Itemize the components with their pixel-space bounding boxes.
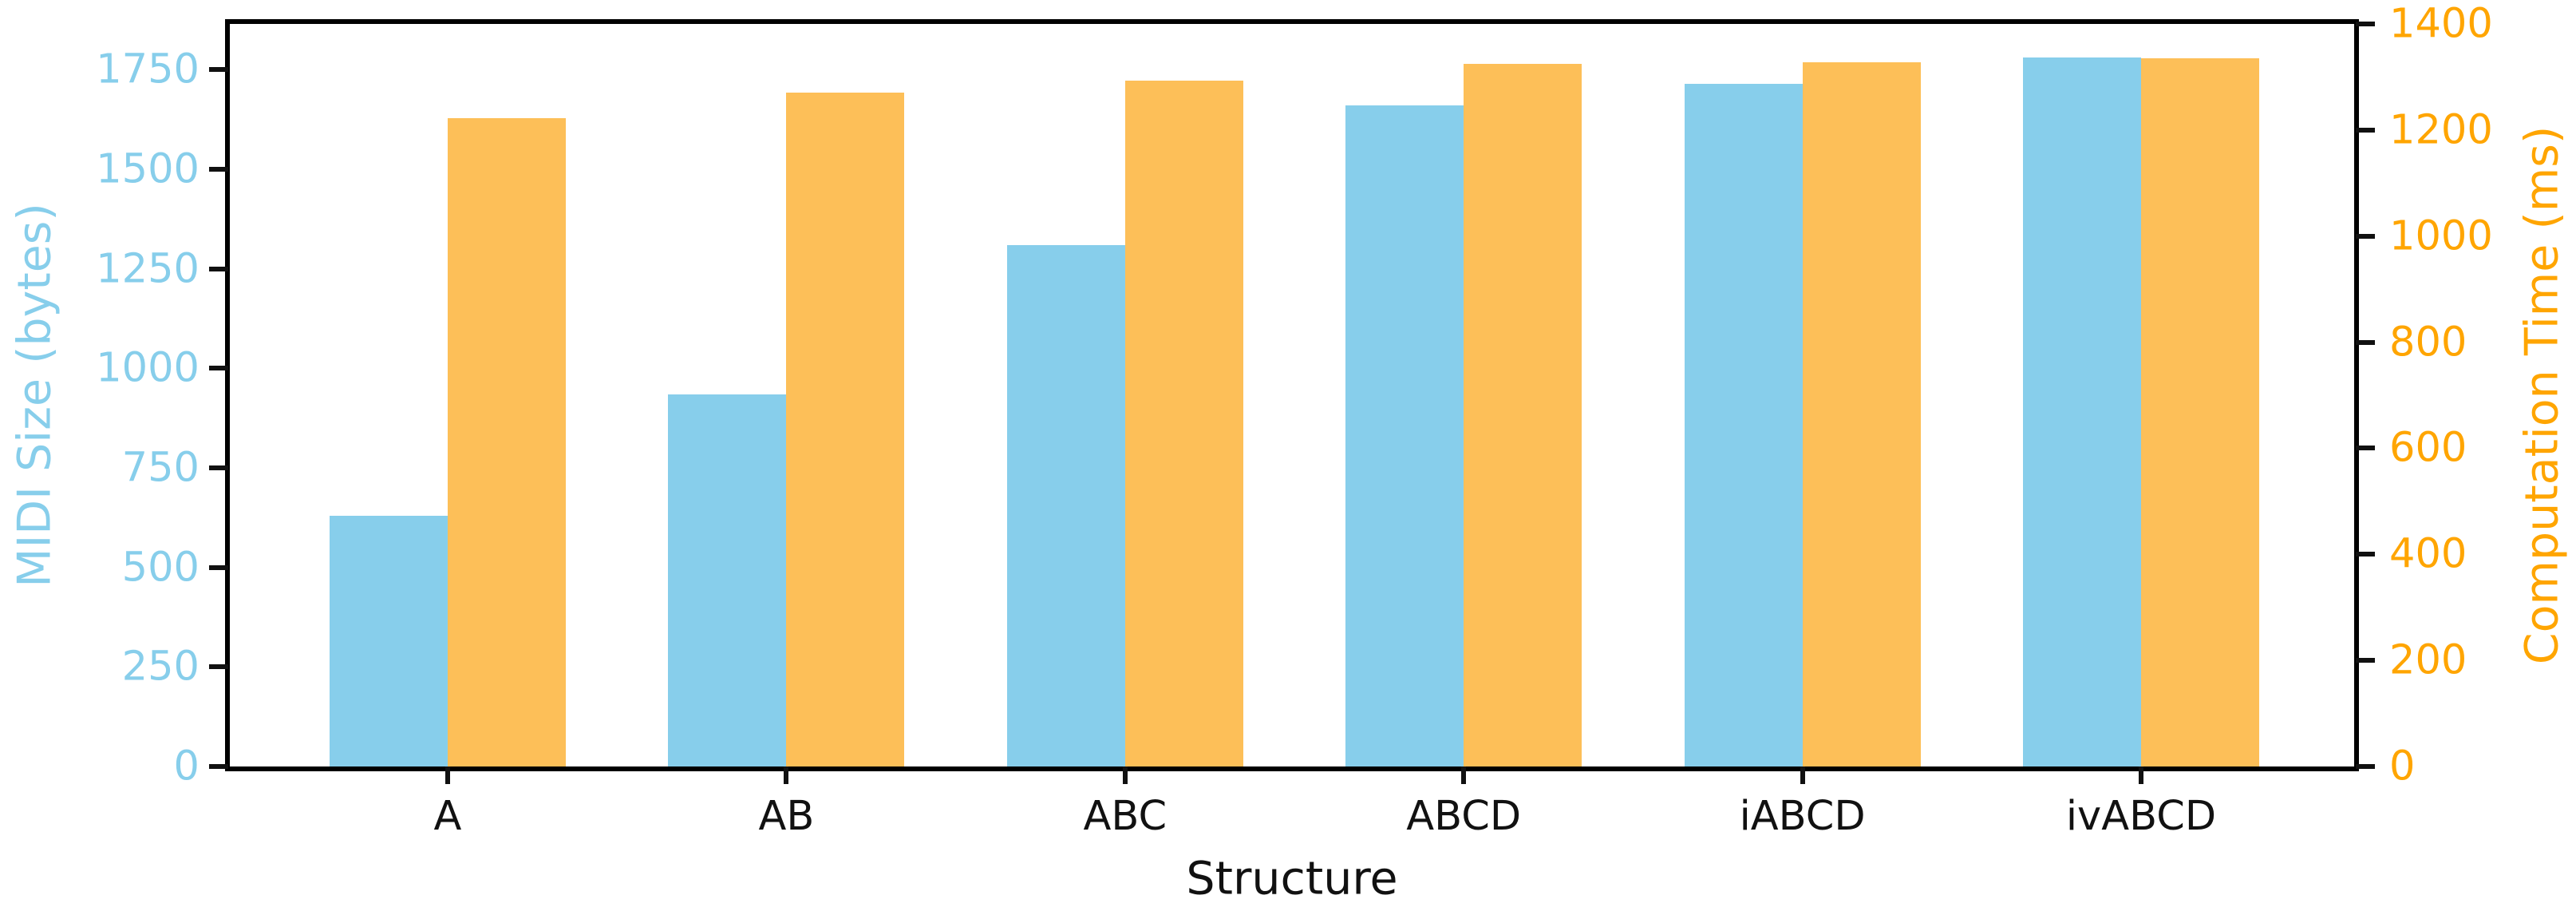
right-tick-label: 1000 xyxy=(2389,212,2493,260)
right-tick-label: 1200 xyxy=(2389,106,2493,154)
midi-size-bar-ABC xyxy=(1006,244,1125,766)
left-tick-label: 0 xyxy=(173,743,200,790)
left-tick-label: 750 xyxy=(121,444,200,492)
right-tick-mark xyxy=(2356,22,2375,26)
x-tick-label-AB: AB xyxy=(758,793,815,840)
x-tick-label-iABCD: iABCD xyxy=(1739,793,1866,840)
left-tick-label: 1250 xyxy=(96,245,200,293)
right-tick-mark xyxy=(2356,764,2375,769)
right-axis-title: Computation Time (ms) xyxy=(2515,125,2569,665)
right-tick-label: 1400 xyxy=(2389,0,2493,48)
midi-size-bar-AB xyxy=(668,394,787,766)
computation-time-bar-ivABCD xyxy=(2141,58,2259,766)
x-tick-label-ABCD: ABCD xyxy=(1406,793,1522,840)
right-tick-mark xyxy=(2356,552,2375,557)
x-tick-mark xyxy=(1800,766,1805,784)
left-tick-label: 500 xyxy=(121,544,200,592)
left-tick-label: 250 xyxy=(121,643,200,691)
right-tick-label: 800 xyxy=(2389,319,2467,366)
midi-size-bar-ivABCD xyxy=(2023,57,2141,766)
left-tick-mark xyxy=(209,266,228,271)
computation-time-bar-A xyxy=(448,117,566,766)
left-tick-mark xyxy=(209,465,228,470)
x-tick-mark xyxy=(784,766,789,784)
midi-size-bar-A xyxy=(330,515,448,766)
midi-size-bar-ABCD xyxy=(1345,105,1464,766)
left-tick-mark xyxy=(209,764,228,769)
left-tick-mark xyxy=(209,67,228,73)
left-tick-mark xyxy=(209,664,228,670)
left-tick-mark xyxy=(209,366,228,371)
right-tick-mark xyxy=(2356,339,2375,345)
left-tick-label: 1500 xyxy=(96,145,200,193)
computation-time-bar-ABCD xyxy=(1464,63,1582,766)
computation-time-bar-AB xyxy=(786,93,905,766)
x-tick-mark xyxy=(1461,766,1467,784)
right-tick-mark xyxy=(2356,233,2375,239)
midi-size-bar-iABCD xyxy=(1684,83,1803,766)
plot-area xyxy=(230,24,2354,766)
right-tick-label: 400 xyxy=(2389,530,2467,578)
computation-time-bar-ABC xyxy=(1124,81,1243,766)
x-tick-label-A: A xyxy=(433,793,462,840)
x-axis-title: Structure xyxy=(1186,852,1398,905)
right-tick-mark xyxy=(2356,658,2375,663)
x-tick-mark xyxy=(2139,766,2143,784)
right-tick-mark xyxy=(2356,127,2375,133)
x-tick-mark xyxy=(445,766,450,784)
right-tick-label: 0 xyxy=(2389,743,2416,790)
left-tick-label: 1000 xyxy=(96,344,200,392)
x-tick-label-ivABCD: ivABCD xyxy=(2065,793,2217,840)
right-tick-label: 600 xyxy=(2389,424,2467,472)
x-tick-mark xyxy=(1122,766,1128,784)
right-tick-label: 200 xyxy=(2389,636,2467,684)
left-tick-mark xyxy=(209,564,228,570)
x-tick-label-ABC: ABC xyxy=(1083,793,1167,840)
right-tick-mark xyxy=(2356,446,2375,451)
computation-time-bar-iABCD xyxy=(1802,61,1921,766)
left-tick-mark xyxy=(209,167,228,172)
left-tick-label: 1750 xyxy=(96,46,200,93)
